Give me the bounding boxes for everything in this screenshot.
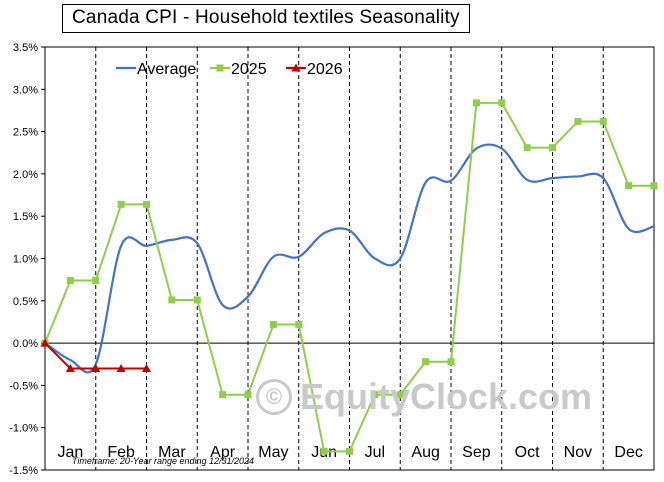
x-tick-label: Nov bbox=[564, 444, 592, 461]
data-point-2025 bbox=[320, 447, 328, 455]
data-point-2026 bbox=[40, 338, 50, 347]
data-point-2025 bbox=[599, 117, 607, 125]
data-point-2025 bbox=[650, 182, 658, 190]
timeframe-footnote: Timeframe: 20-Year range ending 12/31/20… bbox=[72, 456, 255, 466]
x-tick-label: Mar bbox=[158, 444, 186, 461]
data-point-2025 bbox=[295, 320, 303, 328]
y-tick-label: -1.0% bbox=[9, 423, 38, 435]
x-tick-label: Aug bbox=[411, 444, 439, 461]
legend-marker-2026 bbox=[291, 63, 301, 72]
x-tick-label: May bbox=[258, 444, 288, 461]
data-point-2025 bbox=[244, 391, 252, 399]
data-point-2026 bbox=[91, 363, 101, 372]
x-tick-label: Feb bbox=[107, 444, 135, 461]
data-point-2025 bbox=[549, 144, 556, 152]
data-point-2025 bbox=[447, 358, 455, 366]
data-point-2025 bbox=[625, 182, 633, 190]
data-point-2025 bbox=[117, 200, 125, 208]
y-tick-label: 3.0% bbox=[13, 84, 38, 96]
data-point-2025 bbox=[422, 358, 430, 366]
data-point-2026 bbox=[65, 363, 75, 372]
legend-label-Average: Average bbox=[137, 61, 196, 78]
y-tick-label: -0.5% bbox=[9, 380, 38, 392]
data-point-2025 bbox=[346, 447, 353, 455]
data-point-2025 bbox=[523, 144, 531, 152]
y-tick-label: 1.5% bbox=[13, 211, 38, 223]
legend-label-2026: 2026 bbox=[307, 61, 343, 78]
data-point-2025 bbox=[92, 276, 100, 284]
watermark-text: EquityClock.com bbox=[300, 376, 593, 417]
data-point-2026 bbox=[142, 363, 151, 372]
y-tick-label: 0.5% bbox=[13, 296, 38, 308]
data-point-2025 bbox=[472, 99, 480, 107]
y-tick-label: 2.5% bbox=[13, 127, 38, 139]
y-tick-label: 0.0% bbox=[13, 338, 38, 350]
x-tick-label: Apr bbox=[210, 444, 236, 461]
x-tick-label: Jul bbox=[365, 444, 385, 461]
watermark: © EquityClock.com bbox=[256, 376, 592, 418]
x-tick-label: Sep bbox=[462, 444, 491, 461]
y-tick-label: 1.0% bbox=[13, 254, 38, 266]
copyright-icon: © bbox=[256, 379, 292, 415]
y-tick-label: -1.5% bbox=[9, 465, 38, 477]
data-point-2025 bbox=[143, 200, 150, 208]
chart-title: Canada CPI - Household textiles Seasonal… bbox=[62, 4, 470, 33]
data-point-2025 bbox=[269, 320, 277, 328]
data-point-2025 bbox=[574, 117, 582, 125]
y-tick-label: 2.0% bbox=[13, 169, 38, 181]
legend-label-2025: 2025 bbox=[231, 61, 267, 78]
x-tick-label: Jan bbox=[57, 444, 83, 461]
data-point-2025 bbox=[193, 296, 201, 304]
data-point-2025 bbox=[498, 99, 506, 107]
data-point-2025 bbox=[371, 391, 379, 399]
data-point-2025 bbox=[219, 391, 227, 399]
data-point-2025 bbox=[66, 276, 74, 284]
x-tick-label: Dec bbox=[614, 444, 642, 461]
series-line-average bbox=[44, 143, 655, 374]
data-point-2026 bbox=[116, 363, 126, 372]
data-point-2025 bbox=[396, 391, 404, 399]
y-tick-label: 3.5% bbox=[13, 42, 38, 54]
x-tick-label: Oct bbox=[515, 444, 540, 461]
legend-marker-2025 bbox=[216, 64, 224, 72]
data-point-2025 bbox=[168, 296, 176, 304]
